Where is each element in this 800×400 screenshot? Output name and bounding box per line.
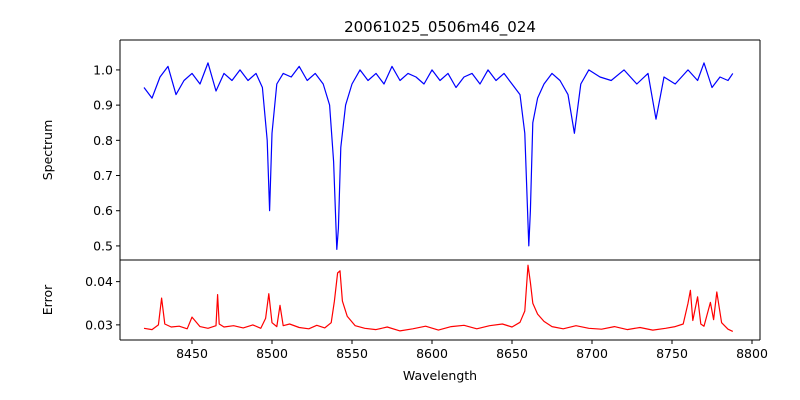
spectrum-y-tick-label: 0.9 (93, 98, 113, 113)
wavelength-x-ticks: 8450 8500 8550 8600 8650 8700 8750 8800 (176, 340, 768, 361)
spectrum-series (143, 62, 734, 250)
spectrum-y-axis-label: Spectrum (40, 120, 55, 181)
error-y-tick-label: 0.03 (85, 317, 113, 332)
spectrum-y-tick-label: 0.8 (93, 133, 113, 148)
x-tick-label: 8700 (576, 346, 608, 361)
x-tick-label: 8750 (656, 346, 688, 361)
x-axis-label: Wavelength (403, 368, 477, 383)
error-y-ticks: 0.03 0.04 (85, 274, 120, 332)
error-panel: 0.03 0.04 8450 8500 8550 8600 8650 8700 8750 880… (40, 260, 768, 383)
error-series (143, 264, 734, 332)
spectrum-y-ticks: 0.5 0.6 0.7 0.8 0.9 1.0 (93, 62, 120, 253)
x-tick-label: 8800 (736, 346, 768, 361)
chart-title: 20061025_0506m46_024 (344, 18, 536, 37)
spectrum-y-tick-label: 0.5 (93, 238, 113, 253)
error-y-tick-label: 0.04 (85, 274, 113, 289)
error-line (143, 264, 734, 332)
x-tick-label: 8500 (256, 346, 288, 361)
spectrum-y-tick-label: 0.6 (93, 203, 113, 218)
x-tick-label: 8600 (416, 346, 448, 361)
spectrum-y-tick-label: 1.0 (93, 62, 113, 77)
x-tick-label: 8650 (496, 346, 528, 361)
spectrum-y-tick-label: 0.7 (93, 168, 113, 183)
spectrum-panel: 0.5 0.6 0.7 0.8 0.9 1.0 Spectrum (40, 39, 761, 260)
x-tick-label: 8550 (336, 346, 368, 361)
error-y-axis-label: Error (40, 284, 55, 315)
x-tick-label: 8450 (176, 346, 208, 361)
spectrum-line (143, 62, 734, 250)
